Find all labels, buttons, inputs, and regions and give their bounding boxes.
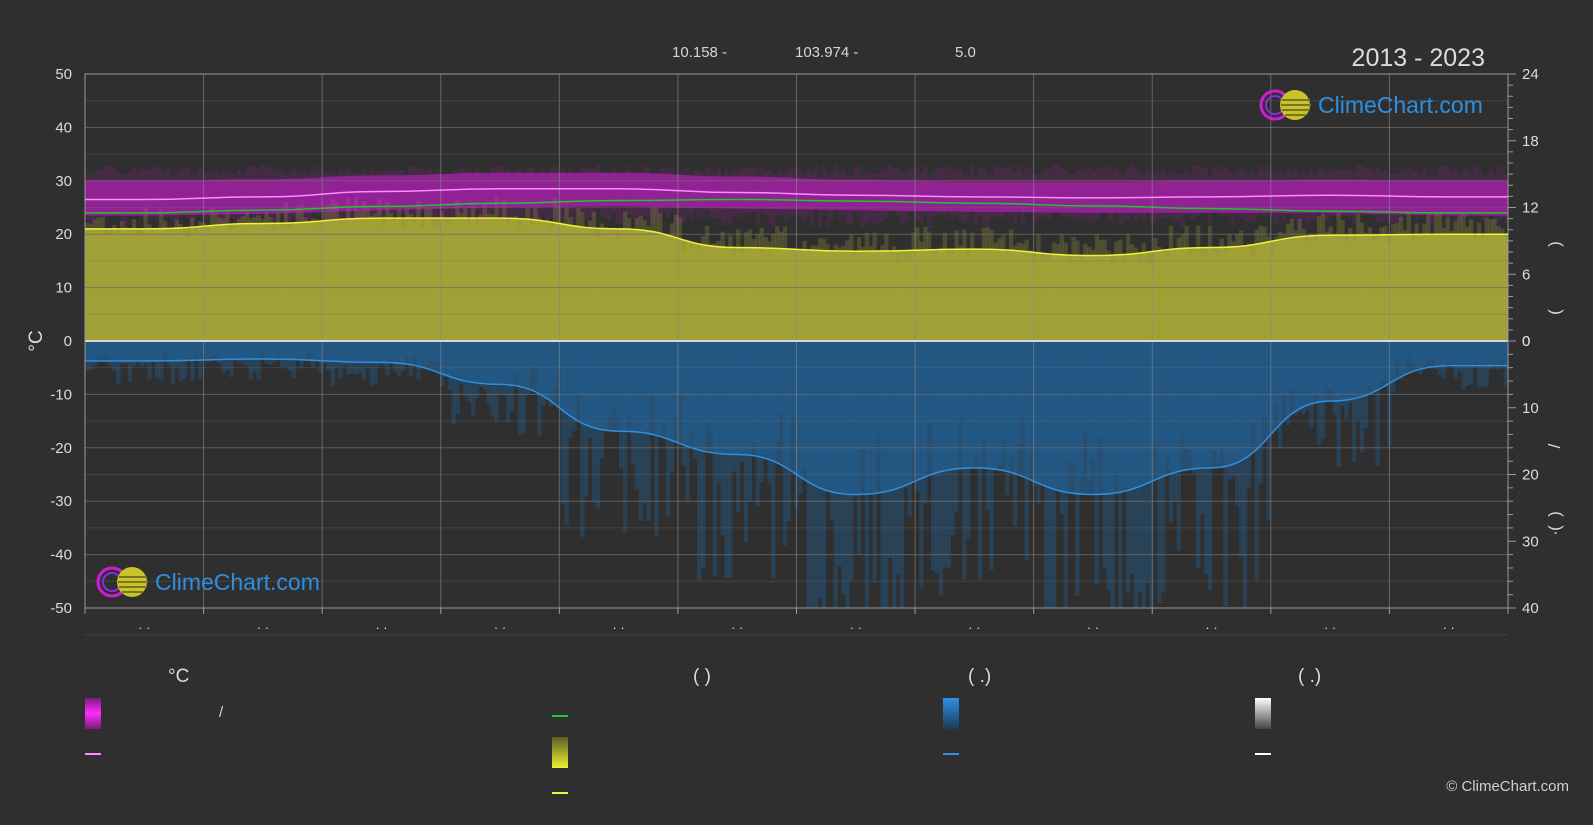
left-tick-label: 20: [55, 226, 72, 243]
right-top-tick-label: 6: [1522, 266, 1530, 283]
x-tick-label: · ·: [731, 620, 743, 635]
rain-daily-bar: [712, 341, 717, 577]
legend-sea-line: [552, 715, 568, 717]
left-tick-label: -20: [50, 440, 72, 457]
mean-temperature-line: [84, 188, 1508, 201]
rain-daily-bar: [560, 341, 565, 505]
latitude-label: 10.158 -: [672, 44, 728, 61]
right-axis-label: ·: [1545, 530, 1564, 536]
legend-temp-range-swatch: [85, 698, 101, 729]
legend-slash: /: [219, 704, 224, 721]
right-top-tick-label: 18: [1522, 133, 1539, 150]
x-tick-label: · ·: [1205, 620, 1217, 635]
legend-rain-swatch: [943, 698, 959, 729]
left-tick-label: 40: [55, 119, 72, 136]
x-tick-label: · ·: [375, 620, 387, 635]
left-tick-label: -10: [50, 386, 72, 403]
right-bottom-tick-label: 40: [1522, 600, 1539, 617]
rain-daily-bar: [369, 341, 374, 386]
year-range: 2013 - 2023: [1351, 44, 1485, 72]
right-axis-label: ): [1545, 241, 1564, 247]
logo-bottom[interactable]: ClimeChart.com: [95, 565, 320, 599]
left-tick-label: -40: [50, 547, 72, 564]
rain-daily-bar: [564, 341, 569, 524]
legend-rain-line: [943, 753, 959, 755]
left-tick-label: 50: [55, 66, 72, 83]
left-tick-label: -30: [50, 493, 72, 510]
right-top-tick-label: 12: [1522, 200, 1539, 217]
right-axis-label: ): [1545, 511, 1564, 517]
logo-text: ClimeChart.com: [155, 568, 320, 595]
copyright: © ClimeChart.com: [1446, 778, 1569, 795]
rain-daily-bar: [256, 341, 261, 381]
rain-daily-bar: [517, 341, 523, 435]
left-tick-label: 10: [55, 280, 72, 297]
left-tick-label: 30: [55, 173, 72, 190]
x-tick-label: · ·: [968, 620, 980, 635]
sea-temperature-line: [85, 198, 1508, 214]
precipitation-line: [85, 358, 1508, 496]
legend-snow-head: ( .): [1298, 666, 1322, 687]
rain-daily-bar: [1375, 341, 1380, 466]
x-tick-label: · ·: [612, 620, 624, 635]
logo-top[interactable]: ClimeChart.com: [1258, 88, 1483, 122]
rain-daily-bar: [700, 341, 706, 568]
rain-daily-bar: [728, 341, 733, 578]
x-tick-label: · ·: [257, 620, 269, 635]
rain-daily-bar: [654, 341, 659, 537]
right-axis-label: (: [1545, 309, 1564, 315]
legend-snow-line: [1255, 753, 1271, 755]
rain-daily-bar: [330, 341, 335, 387]
rain-daily-bar: [623, 341, 628, 533]
right-bottom-tick-label: 0: [1522, 333, 1530, 350]
rain-daily-bar: [1336, 341, 1341, 467]
rain-daily-bar: [451, 341, 456, 424]
right-axis-label: (: [1545, 525, 1564, 531]
rain-daily-bar: [170, 341, 176, 384]
x-tick-label: · ·: [1443, 620, 1455, 635]
left-axis-label: °C: [26, 330, 47, 351]
rain-daily-bar: [248, 341, 254, 380]
legend-sun-line: [552, 792, 568, 794]
rain-daily-bar: [1254, 341, 1259, 581]
logo-icon: [1259, 89, 1311, 121]
left-tick-label: -50: [50, 600, 72, 617]
sunshine-line: [85, 217, 1508, 257]
right-axis-label: /: [1545, 443, 1564, 448]
x-tick-label: · ·: [1324, 620, 1336, 635]
rain-daily-bar: [580, 341, 585, 538]
right-bottom-tick-label: 10: [1522, 400, 1539, 417]
rain-daily-bar: [1352, 341, 1357, 462]
logo-text: ClimeChart.com: [1318, 91, 1483, 118]
legend-sun-swatch: [552, 737, 568, 768]
x-tick-label: · ·: [1087, 620, 1099, 635]
legend-temp-head: °C: [168, 666, 190, 687]
elevation-label: 5.0: [955, 44, 976, 61]
logo-icon: [96, 566, 148, 598]
longitude-label: 103.974 -: [795, 44, 859, 61]
x-tick-label: · ·: [138, 620, 150, 635]
legend-temp-mean-line: [85, 753, 101, 755]
x-tick-label: · ·: [494, 620, 506, 635]
rain-daily-bar: [1223, 341, 1228, 607]
rain-daily-bar: [116, 341, 121, 385]
right-top-tick-label: 0: [1522, 333, 1530, 350]
left-tick-label: 0: [64, 333, 72, 350]
right-bottom-tick-label: 30: [1522, 533, 1539, 550]
legend-rain-head: ( .): [968, 666, 992, 687]
legend-sun-head: ( ): [693, 666, 711, 687]
rain-daily-bar: [724, 341, 729, 578]
x-tick-label: · ·: [850, 620, 862, 635]
legend-snow-swatch: [1255, 698, 1271, 729]
rain-daily-bar: [1242, 341, 1248, 608]
right-top-tick-label: 24: [1522, 66, 1539, 83]
right-bottom-tick-label: 20: [1522, 467, 1539, 484]
rain-daily-bar: [697, 341, 702, 581]
